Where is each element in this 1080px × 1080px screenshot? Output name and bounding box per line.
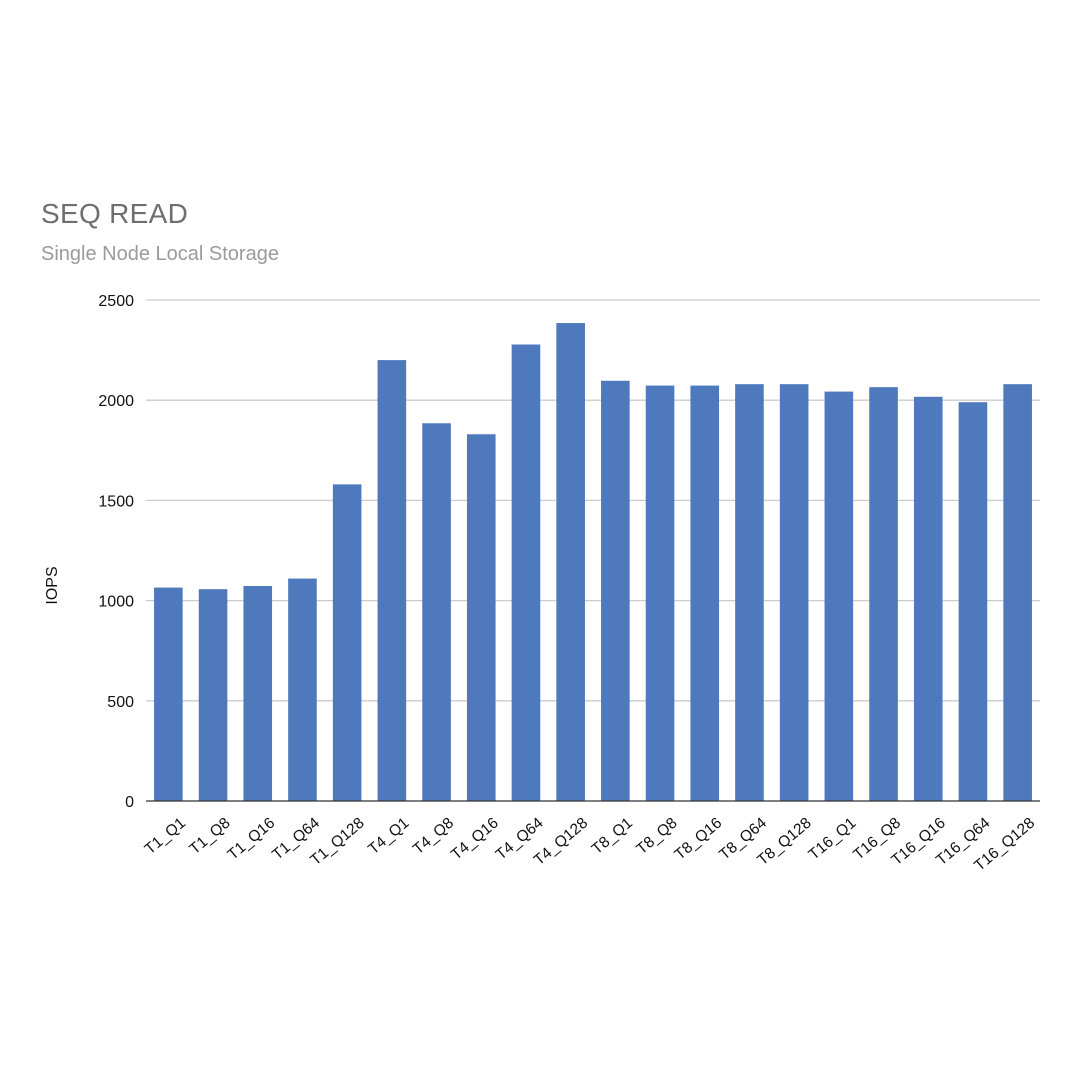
bar-series — [154, 323, 1032, 801]
bar-t8-q8 — [645, 385, 675, 801]
x-tick-label: T8_Q16 — [671, 815, 725, 864]
bar-t1-q128 — [332, 484, 362, 801]
bar-t8-q64 — [735, 384, 764, 801]
x-tick-label: T1_Q1 — [142, 815, 189, 858]
bar-t16-q64 — [958, 402, 988, 801]
bar-t16-q1 — [824, 391, 854, 801]
bar-t1-q8 — [198, 589, 228, 801]
bar-t1-q1 — [154, 587, 183, 801]
x-tick-label: T1_Q16 — [224, 815, 278, 864]
bar-t1-q16 — [243, 585, 273, 801]
bar-t8-q1 — [601, 380, 630, 801]
bar-t4-q128 — [556, 323, 585, 801]
bar-t1-q64 — [288, 578, 317, 801]
x-tick-label: T4_Q1 — [365, 815, 412, 858]
x-axis-ticks: T1_Q1T1_Q8T1_Q16T1_Q64T1_Q128T4_Q1T4_Q8T… — [142, 814, 1039, 874]
bar-t4-q64 — [511, 344, 541, 801]
y-tick-label: 500 — [107, 694, 134, 711]
x-tick-label: T8_Q1 — [589, 815, 636, 858]
chart-subtitle: Single Node Local Storage — [41, 243, 279, 265]
bar-t8-q128 — [779, 384, 809, 801]
x-tick-label: T4_Q16 — [448, 815, 502, 864]
gridlines — [146, 299, 1040, 702]
y-tick-label: 2000 — [98, 393, 134, 410]
bar-t4-q16 — [466, 434, 496, 801]
y-axis-ticks: 0 500 1000 1500 2000 2500 — [98, 293, 134, 811]
bar-t4-q8 — [422, 423, 451, 801]
y-axis-label: IOPS — [44, 566, 61, 604]
bar-t16-q128 — [1003, 384, 1032, 801]
y-tick-label: 0 — [125, 794, 134, 811]
y-tick-label: 1000 — [98, 594, 134, 611]
bar-t8-q16 — [690, 385, 720, 801]
y-tick-label: 1500 — [98, 493, 134, 510]
bar-t16-q8 — [869, 387, 898, 801]
x-tick-label: T16_Q1 — [806, 815, 860, 864]
bar-t16-q16 — [913, 396, 943, 801]
y-tick-label: 2500 — [98, 293, 134, 310]
chart-title: SEQ READ — [41, 198, 189, 229]
bar-t4-q1 — [377, 360, 407, 801]
